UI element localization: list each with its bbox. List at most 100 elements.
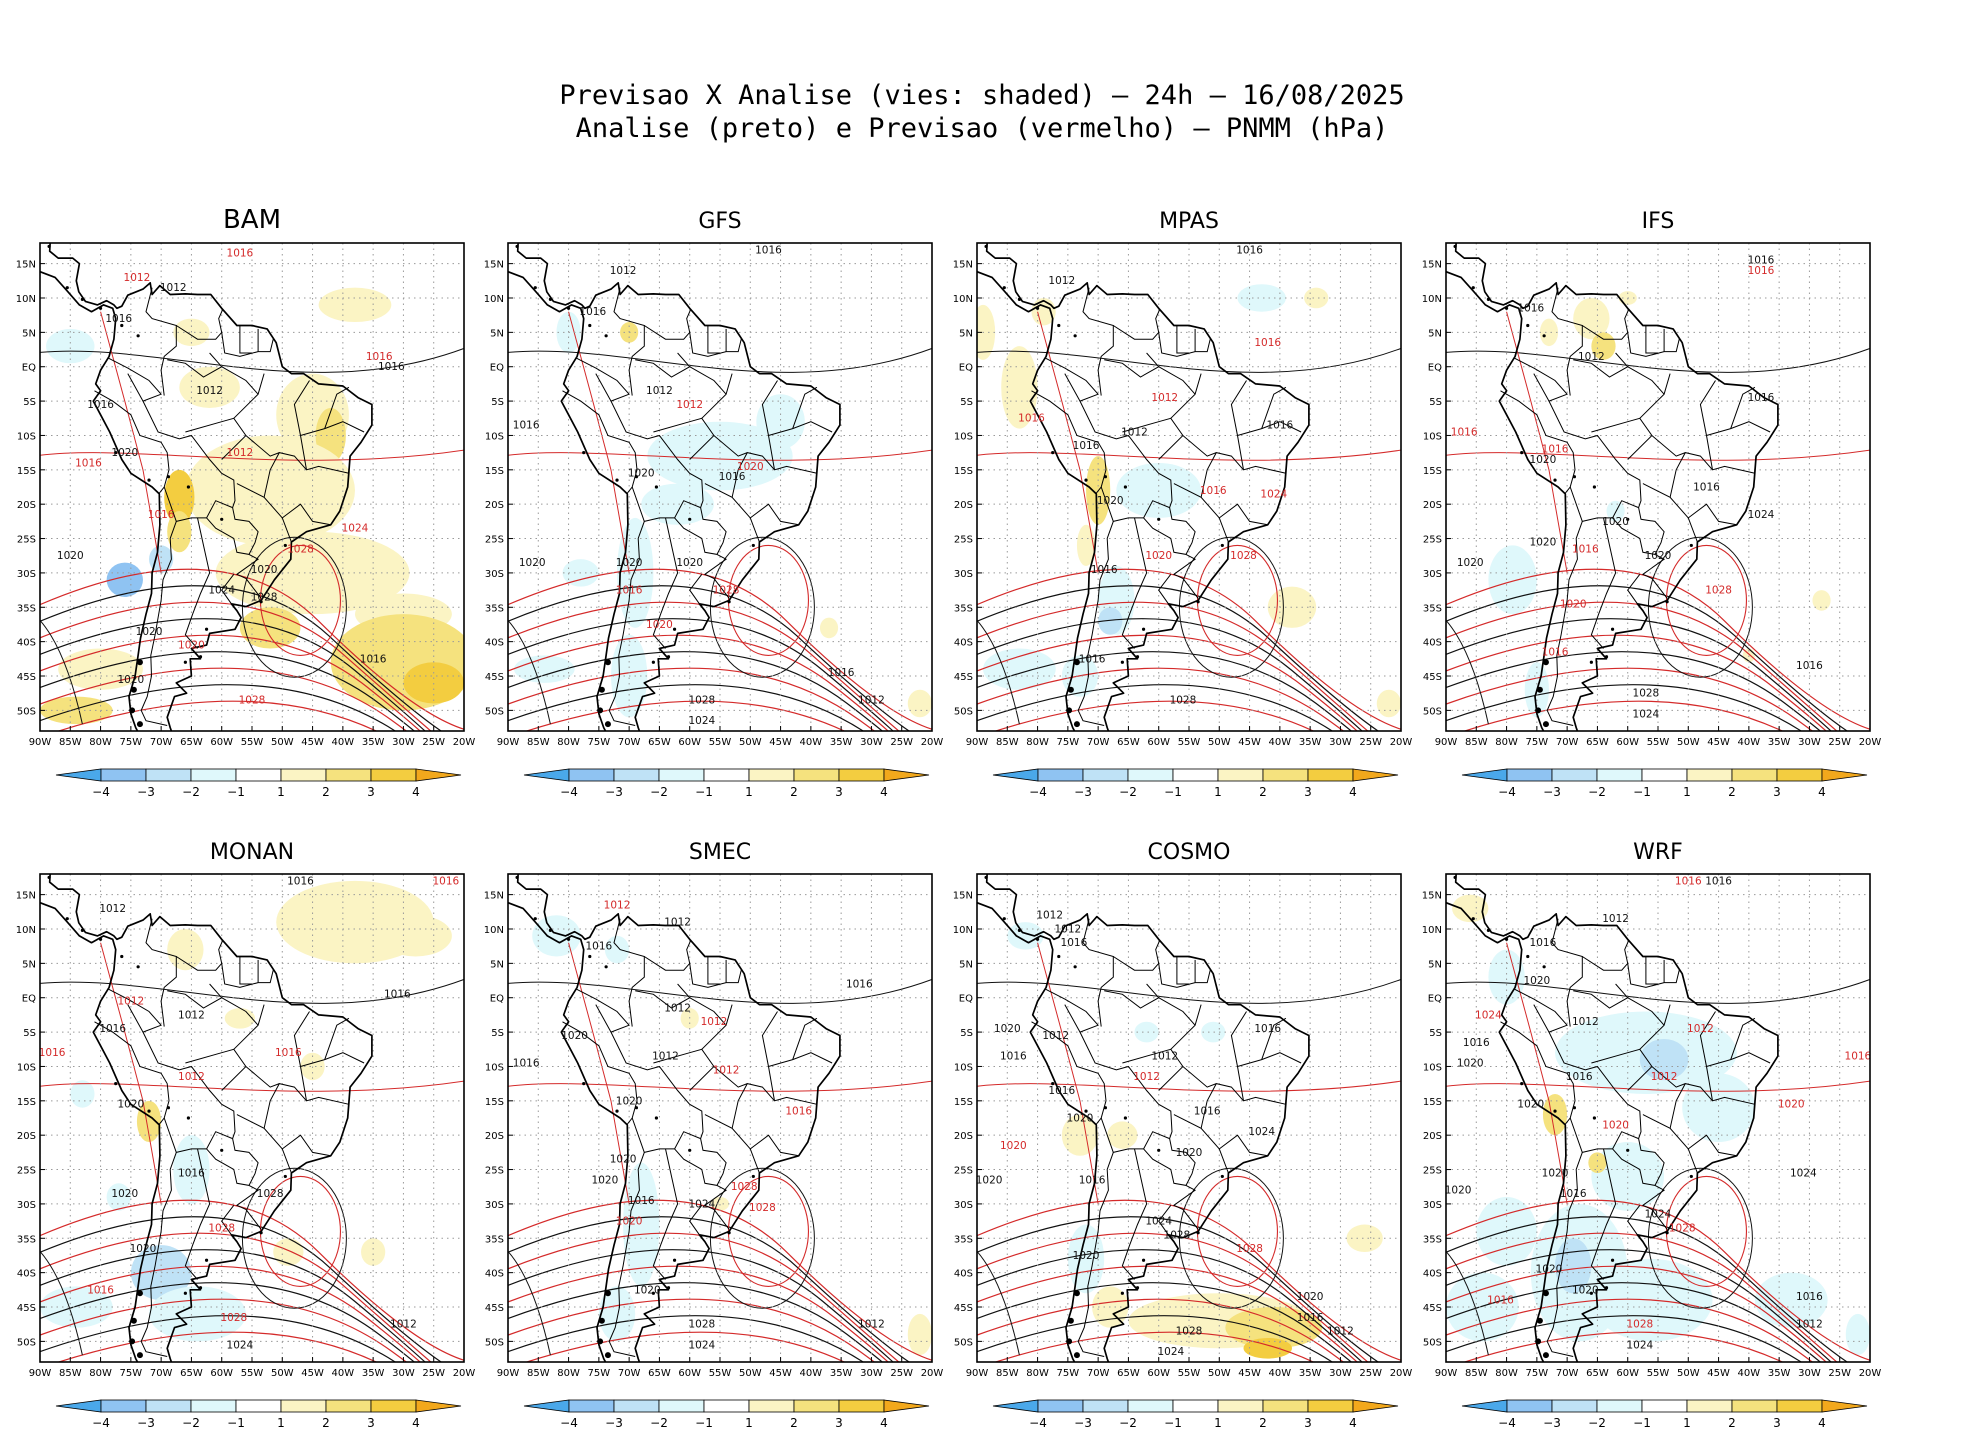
lon-tick-label: 65W (1586, 1368, 1609, 1379)
map-frame (976, 873, 1402, 1363)
country-border (163, 486, 233, 522)
lon-tick-label: 60W (1616, 737, 1639, 748)
lake-island (1123, 485, 1127, 489)
colorbar-label: 4 (412, 785, 420, 799)
lake-island (1626, 1148, 1630, 1152)
lon-tick-label: 65W (180, 1368, 203, 1379)
analysis-isobar-label: 1020 (130, 1243, 157, 1255)
forecast-isobar (56, 700, 378, 731)
lon-tick-label: 35W (1299, 1368, 1322, 1379)
forecast-isobar-label: 1016 (39, 1047, 66, 1059)
colorbar-label: −2 (650, 785, 668, 799)
analysis-isobar-label: 1016 (105, 313, 132, 325)
bias-patch (70, 1080, 95, 1108)
forecast-isobar-label: 1024 (342, 523, 369, 535)
analysis-isobar (1446, 1282, 1822, 1362)
lon-tick-label: 85W (527, 1368, 550, 1379)
analysis-isobar-label: 1028 (1633, 688, 1660, 700)
analysis-isobar (1647, 536, 1753, 678)
lon-tick-label: 70W (1087, 737, 1110, 748)
country-border (1569, 1117, 1639, 1153)
lake-island (1610, 627, 1615, 631)
country-border (1031, 390, 1107, 494)
lat-tick-label: 5S (491, 397, 504, 408)
lake-island (654, 485, 659, 489)
bias-patch (379, 915, 452, 957)
forecast-isobar (1446, 601, 1838, 731)
colorbar-segment (1506, 768, 1553, 782)
lat-tick-label: 5S (1429, 1028, 1442, 1039)
colorbar-label: 1 (277, 1416, 285, 1430)
bias-patch (819, 617, 839, 639)
analysis-isobar-label: 1020 (1457, 557, 1484, 569)
lat-tick-label: 20S (17, 500, 36, 511)
lake-island (136, 334, 140, 338)
lake-island (688, 1148, 692, 1152)
lake-island (533, 917, 537, 921)
lat-tick-label: EQ (1428, 363, 1442, 374)
country-border (1645, 956, 1658, 985)
lat-tick-label: 5S (491, 1028, 504, 1039)
panel-mpas: MPAS 1016 1012 1016 1012 1016 1012 1016 1016 1020… (953, 209, 1413, 799)
analysis-isobar-label: 1024 (1248, 1126, 1275, 1138)
analysis-isobar-label: 1012 (1151, 1051, 1178, 1063)
lake-island (1196, 600, 1200, 604)
lon-tick-label: 80W (557, 737, 580, 748)
colorbar-label: −3 (137, 1416, 155, 1430)
colorbar-arrow-low (523, 768, 570, 782)
lon-tick-label: 55W (709, 1368, 732, 1379)
lon-tick-label: 55W (241, 737, 264, 748)
colorbar-label: 2 (1728, 1416, 1736, 1430)
lon-tick-label: 40W (1738, 737, 1761, 748)
lat-tick-label: 50S (485, 1337, 504, 1348)
colorbar-segment (613, 1399, 660, 1413)
forecast-isobar-label: 1016 (1487, 1295, 1514, 1307)
lat-tick-label: 15S (485, 1097, 504, 1108)
lon-tick-label: 55W (1647, 1368, 1670, 1379)
axes: 15N 10N 5N EQ 5S 10S 15S 20S 25S 30S 35S 40S 45S 50S 9… (1422, 891, 1882, 1379)
lat-tick-label: 10S (17, 1062, 36, 1073)
colorbar-label: 3 (835, 1416, 843, 1430)
bias-patch (1488, 949, 1525, 1005)
colorbar-segment (1596, 768, 1643, 782)
axes: 15N 10N 5N EQ 5S 10S 15S 20S 25S 30S 35S 40S 45S 50S 9… (484, 891, 944, 1379)
lat-tick-label: 5S (1429, 397, 1442, 408)
lake-island (147, 478, 151, 482)
forecast-isobar-label: 1012 (124, 272, 151, 284)
country-border (768, 421, 833, 436)
colorbar-segment (1217, 1399, 1264, 1413)
analysis-isobar-label: 1012 (664, 1002, 691, 1014)
colorbar: −4 −3 −2 −1 1 2 3 4 (1461, 1399, 1868, 1430)
lake-island (1486, 928, 1490, 932)
colorbar-label: −1 (1164, 1416, 1182, 1430)
bias-patch (185, 435, 355, 546)
country-border (1627, 1065, 1686, 1091)
lat-tick-label: 10S (1423, 1062, 1442, 1073)
forecast-isobar-label: 1016 (1018, 413, 1045, 425)
country-border (300, 421, 365, 436)
lake-island (1520, 451, 1524, 455)
lat-tick-label: 10S (485, 1062, 504, 1073)
lat-tick-label: 20S (954, 500, 973, 511)
colorbar-label: −4 (1498, 785, 1516, 799)
axes: 15N 10N 5N EQ 5S 10S 15S 20S 25S 30S 35S 40S 45S 50S 9… (16, 891, 476, 1379)
lon-tick-label: 50W (739, 737, 762, 748)
panel-bam: BAM1012101210161016101610161012101610201… (16, 205, 476, 799)
lat-tick-label: 40S (954, 1269, 973, 1280)
lat-tick-label: EQ (959, 363, 973, 374)
lake-island (1610, 1258, 1615, 1262)
forecast-isobar (1462, 1331, 1784, 1362)
analysis-isobar (709, 1167, 815, 1309)
analysis-isobar-label: 1012 (1036, 910, 1063, 922)
analysis-isobar-label: 1020 (1530, 536, 1557, 548)
colorbar-label: −3 (1074, 1416, 1092, 1430)
forecast-isobar-label: 1028 (287, 543, 314, 555)
country-border (1546, 1152, 1583, 1357)
colorbar-arrow-low (55, 1399, 102, 1413)
country-border (674, 1138, 727, 1186)
analysis-isobar-label: 1020 (592, 1174, 619, 1186)
lake-island (1542, 334, 1546, 338)
analysis-isobar-label: 1016 (1091, 564, 1118, 576)
country-border (221, 434, 280, 460)
country-border (1590, 517, 1617, 649)
